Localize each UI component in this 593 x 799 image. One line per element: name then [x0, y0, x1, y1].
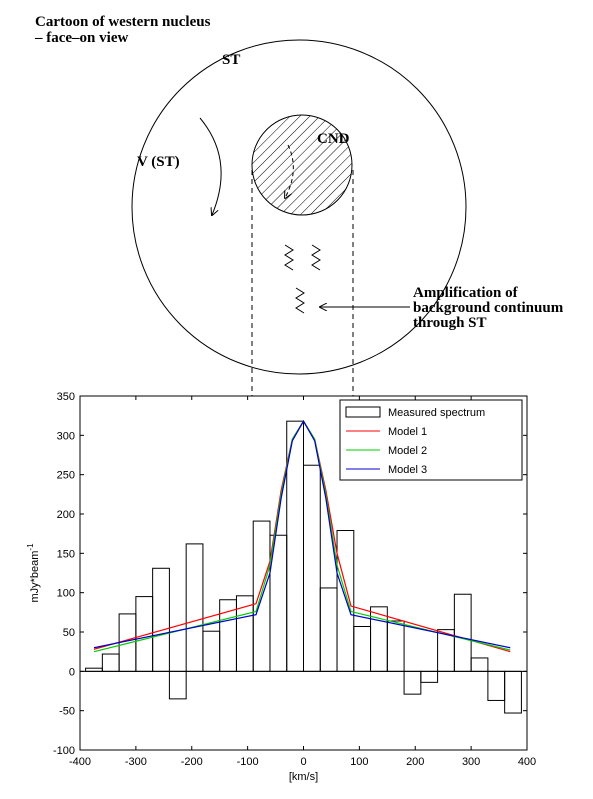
cartoon-title: – face–on view: [34, 30, 128, 46]
y-tick-label: -100: [53, 745, 75, 757]
zigzag: [284, 244, 294, 271]
x-tick-label: 300: [462, 756, 480, 768]
cnd-arrow: [285, 144, 294, 198]
legend-label: Model 2: [388, 445, 427, 457]
y-tick-label: 250: [57, 470, 75, 482]
bar: [303, 464, 321, 672]
legend-label: Measured spectrum: [388, 407, 485, 419]
cartoon-title: Cartoon of western nucleus: [35, 14, 211, 30]
bar: [152, 567, 170, 672]
y-axis-label-text: mJy*beam: [29, 551, 41, 603]
bar: [420, 670, 439, 683]
cnd-label: CND: [317, 131, 350, 147]
bar: [168, 670, 187, 700]
x-tick-label: -400: [69, 756, 91, 768]
legend-label: Model 3: [388, 464, 427, 476]
x-tick-label: -100: [237, 756, 259, 768]
bar: [336, 530, 355, 672]
x-axis-label: [km/s]: [289, 771, 318, 783]
x-tick-label: 100: [350, 756, 368, 768]
bar: [504, 670, 522, 714]
y-tick-label: 100: [57, 588, 75, 600]
y-tick-label: 0: [69, 666, 75, 678]
bar: [386, 620, 405, 672]
amplification-label: background continuum: [413, 300, 564, 316]
bar: [185, 543, 204, 672]
rotation-arrow: [199, 117, 222, 215]
y-tick-label: -50: [59, 706, 75, 718]
y-axis-label-sup: -1: [26, 543, 35, 551]
y-tick-label: 300: [57, 430, 75, 442]
st-circle: [131, 39, 467, 375]
amplification-label: through ST: [413, 315, 487, 331]
cnd-circle: [251, 114, 353, 216]
bar: [453, 593, 472, 672]
y-tick-label: 200: [57, 509, 75, 521]
zigzag: [295, 287, 305, 314]
zigzag: [311, 244, 321, 271]
legend-swatch: [345, 406, 381, 418]
chart: -400 -300 -200 -100 0 100 200 300 400 -100 -50 0 50 1…: [26, 391, 536, 783]
y-tick-label: 150: [57, 548, 75, 560]
bar: [470, 657, 489, 672]
y-axis-label: mJy*beam-1: [26, 543, 41, 603]
legend-box: [339, 399, 523, 481]
x-tick-label: 0: [300, 756, 306, 768]
axes-frame: [79, 395, 528, 751]
cartoon: Cartoon of western nucleus – face–on vie…: [34, 14, 564, 592]
v-label: V (ST): [137, 154, 180, 170]
x-tick-label: 400: [518, 756, 536, 768]
x-tick-label: 200: [406, 756, 424, 768]
x-tick-label: -200: [181, 756, 203, 768]
st-label: ST: [222, 52, 240, 68]
x-tick-label: -300: [125, 756, 147, 768]
amplification-label: Amplification of: [413, 285, 519, 301]
y-tick-label: 50: [63, 627, 75, 639]
y-tick-label: 350: [57, 391, 75, 403]
model-line: [93, 419, 511, 649]
legend-label: Model 1: [388, 426, 427, 438]
